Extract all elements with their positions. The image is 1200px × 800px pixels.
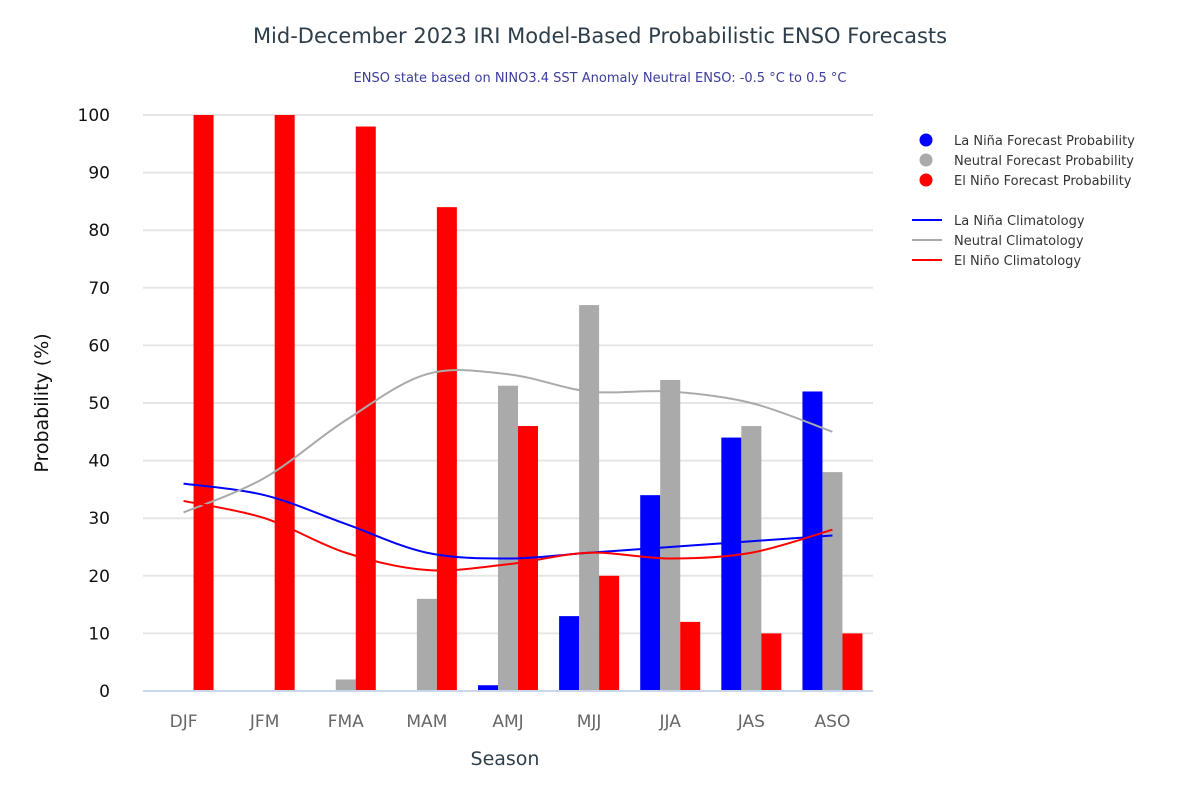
- legend-label: Neutral Forecast Probability: [954, 154, 1134, 169]
- x-tick-label: JAS: [737, 712, 765, 732]
- bar-la-ni-a-forecast-probability-jas: [721, 437, 742, 691]
- bar-la-ni-a-forecast-probability-amj: [478, 685, 498, 691]
- bar-el-ni-o-forecast-probability-mjj: [599, 575, 620, 691]
- y-tick-label: 50: [88, 394, 110, 414]
- bars: [193, 115, 863, 691]
- chart-subtitle: ENSO state based on NINO3.4 SST Anomaly …: [354, 71, 847, 86]
- x-tick-label: JJA: [659, 712, 682, 732]
- legend-label: El Niño Climatology: [954, 254, 1081, 269]
- bar-neutral-forecast-probability-jja: [660, 379, 681, 691]
- legend-item[interactable]: Neutral Climatology: [912, 234, 1084, 249]
- x-tick-label: MJJ: [577, 712, 602, 732]
- legend-label: Neutral Climatology: [954, 234, 1084, 249]
- legend-marker-dot-icon: [919, 173, 933, 187]
- line-el-ni-o-climatology: [183, 499, 833, 572]
- bar-el-ni-o-forecast-probability-djf: [193, 115, 214, 691]
- x-axis-label: Season: [471, 748, 540, 770]
- legend-label: La Niña Climatology: [954, 214, 1085, 229]
- x-tick-label: JFM: [249, 712, 279, 732]
- y-tick-label: 70: [88, 279, 110, 299]
- y-tick-label: 0: [99, 682, 110, 702]
- y-tick-label: 40: [88, 452, 110, 472]
- legend-label: El Niño Forecast Probability: [954, 174, 1132, 189]
- x-tick-label: AMJ: [492, 712, 523, 732]
- y-axis-ticks: 0 10 20 30 40 50 60 70 80 90 100: [78, 106, 110, 702]
- legend-label: La Niña Forecast Probability: [954, 134, 1135, 149]
- legend-marker-dot-icon: [919, 153, 933, 167]
- y-tick-label: 100: [78, 106, 110, 126]
- bar-neutral-forecast-probability-amj: [498, 385, 518, 691]
- bar-el-ni-o-forecast-probability-fma: [355, 126, 376, 691]
- legend-item[interactable]: El Niño Climatology: [912, 254, 1081, 269]
- bar-la-ni-a-forecast-probability-jja: [640, 495, 661, 691]
- y-tick-label: 30: [88, 509, 110, 529]
- x-tick-label: DJF: [170, 712, 198, 732]
- bar-el-ni-o-forecast-probability-jas: [761, 633, 782, 691]
- legend-marker-dot-icon: [919, 133, 933, 147]
- y-tick-label: 90: [88, 164, 110, 184]
- y-axis-label: Probability (%): [31, 333, 53, 472]
- y-tick-label: 60: [88, 336, 110, 356]
- bar-neutral-forecast-probability-mjj: [579, 305, 600, 691]
- legend-item[interactable]: La Niña Forecast Probability: [919, 133, 1136, 150]
- line-la-ni-a-climatology: [183, 482, 833, 560]
- bar-el-ni-o-forecast-probability-jfm: [274, 115, 295, 691]
- y-tick-label: 80: [88, 221, 110, 241]
- bar-el-ni-o-forecast-probability-aso: [842, 633, 863, 691]
- bar-el-ni-o-forecast-probability-jja: [680, 621, 701, 691]
- x-tick-label: FMA: [328, 712, 364, 732]
- bar-el-ni-o-forecast-probability-mam: [436, 207, 457, 691]
- bar-la-ni-a-forecast-probability-mjj: [559, 616, 580, 691]
- x-tick-label: ASO: [815, 712, 851, 732]
- bar-neutral-forecast-probability-aso: [822, 472, 843, 691]
- climatology-lines: [183, 369, 833, 572]
- bar-neutral-forecast-probability-fma: [335, 679, 356, 691]
- bar-neutral-forecast-probability-mam: [416, 598, 437, 691]
- chart-title: Mid-December 2023 IRI Model-Based Probab…: [253, 24, 947, 48]
- legend: La Niña Forecast Probability Neutral Fore…: [912, 133, 1136, 269]
- y-tick-label: 20: [88, 567, 110, 587]
- legend-item[interactable]: Neutral Forecast Probability: [919, 153, 1135, 170]
- legend-item[interactable]: El Niño Forecast Probability: [919, 173, 1132, 190]
- line-neutral-climatology: [183, 369, 833, 514]
- x-tick-label: MAM: [406, 712, 447, 732]
- legend-item[interactable]: La Niña Climatology: [912, 214, 1085, 229]
- y-tick-label: 10: [88, 624, 110, 644]
- x-axis-ticks: DJF JFM FMA MAM AMJ MJJ JJA JAS ASO: [170, 712, 851, 732]
- bar-la-ni-a-forecast-probability-aso: [802, 391, 823, 691]
- bar-neutral-forecast-probability-jas: [741, 426, 762, 691]
